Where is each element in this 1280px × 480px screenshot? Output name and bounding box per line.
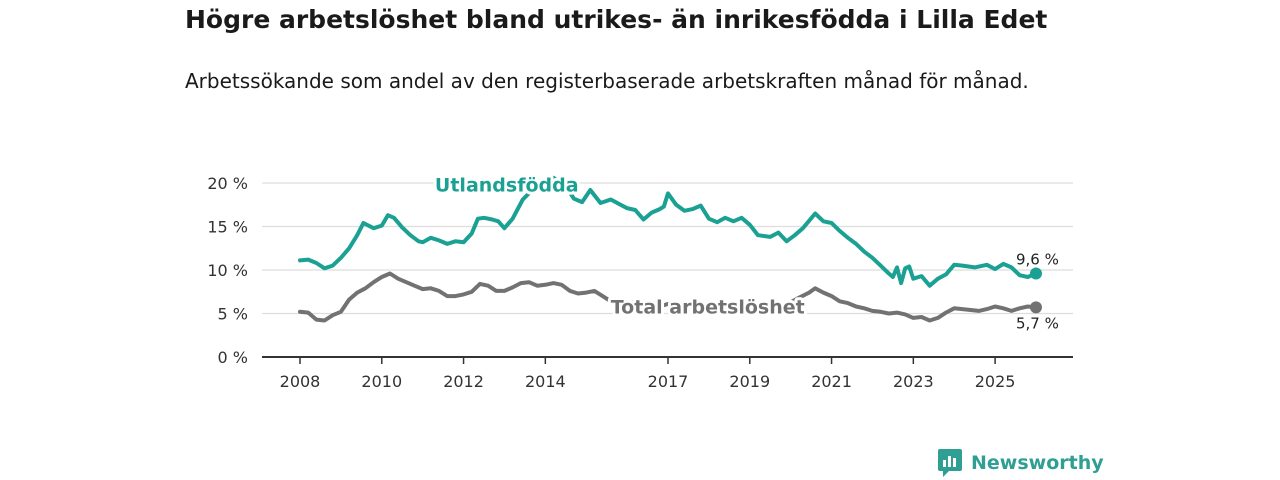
y-tick-label: 15 %	[207, 218, 248, 237]
chart-subtitle: Arbetssökande som andel av den registerb…	[185, 69, 1029, 93]
newsworthy-logo-icon	[938, 449, 962, 477]
newsworthy-logo: Newsworthy	[937, 448, 1104, 478]
y-tick-label: 0 %	[218, 348, 248, 367]
labels: Utlandsfödda Total arbetslöshet 9,6 % 5,7 %	[432, 172, 1059, 333]
series-annotation-utlandsfodda: Utlandsfödda	[435, 175, 579, 197]
x-tick-label: 2012	[443, 372, 484, 391]
end-value-label-total: 5,7 %	[1016, 314, 1059, 332]
series-line-utlandsfodda	[298, 175, 1038, 288]
grid-lines	[262, 182, 1073, 315]
series-endpoint-utlandsfodda	[1030, 267, 1042, 280]
series-line-total	[298, 271, 1038, 323]
x-tick-label: 2008	[280, 372, 321, 391]
series-annotation-total: Total arbetslöshet	[611, 297, 805, 319]
axes: 0 % 5 % 10 % 15 % 20 % 2008 2010 2012 2014 2017 20…	[207, 174, 1073, 391]
x-tick-label: 2017	[648, 372, 689, 391]
x-tick-label: 2023	[893, 372, 934, 391]
series	[298, 175, 1042, 323]
y-tick-label: 10 %	[207, 261, 248, 280]
x-tick-label: 2021	[811, 372, 852, 391]
y-tick-label: 20 %	[207, 174, 248, 193]
x-tick-label: 2010	[361, 372, 402, 391]
end-value-label-utlandsfodda: 9,6 %	[1016, 250, 1059, 268]
x-tick-label: 2019	[729, 372, 770, 391]
x-tick-label: 2014	[525, 372, 566, 391]
series-endpoint-total	[1030, 301, 1042, 314]
newsworthy-logo-text: Newsworthy	[971, 452, 1104, 474]
x-tick-label: 2025	[975, 372, 1016, 391]
y-tick-label: 5 %	[218, 305, 248, 324]
chart-title: Högre arbetslöshet bland utrikes- än inr…	[185, 5, 1048, 34]
